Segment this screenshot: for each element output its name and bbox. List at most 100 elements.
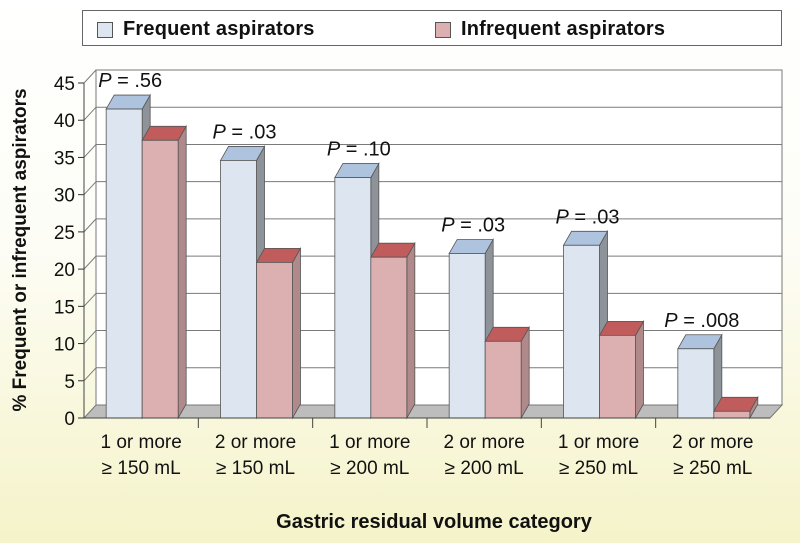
p-value-letter: P [556, 206, 570, 228]
bar-infrequent-5 [598, 319, 645, 420]
bar-front-frequent [677, 348, 715, 419]
bar-front-infrequent [370, 256, 408, 419]
p-value-number: = .03 [455, 214, 506, 236]
p-value-annotation: P = .03 [213, 121, 277, 143]
y-tick-label: 0 [64, 409, 75, 430]
bar-side-infrequent [292, 246, 301, 420]
legend-swatch-infrequent [435, 21, 451, 38]
bar-top-frequent [562, 230, 609, 246]
bar-front-frequent [563, 244, 600, 419]
gridline-depth [83, 330, 97, 344]
p-value-letter: P [98, 70, 112, 92]
gridline-depth [83, 181, 97, 196]
bar-infrequent-2 [255, 246, 302, 420]
bar-frequent-5 [562, 229, 609, 420]
legend: Frequent aspirators Infrequent aspirator… [82, 10, 782, 46]
y-tick-label: 15 [54, 297, 75, 318]
bar-top-infrequent [598, 320, 645, 336]
x-tick-label: 2 or more [672, 432, 753, 453]
plot-floor [82, 404, 784, 419]
legend-item-infrequent: Infrequent aspirators [435, 18, 665, 41]
bar-front-frequent [105, 108, 143, 419]
bar-top-frequent [219, 146, 266, 161]
y-tick-label: 30 [54, 186, 75, 207]
gridline-depth [83, 218, 97, 233]
bar-side-infrequent [635, 319, 644, 420]
p-value-annotation: P = .03 [556, 206, 620, 228]
y-tick-label: 25 [54, 223, 75, 244]
bar-top-infrequent [484, 326, 530, 342]
plot-back-wall [95, 69, 783, 406]
p-value-number: = .03 [569, 206, 620, 228]
legend-label-frequent: Frequent aspirators [123, 18, 315, 40]
x-tick-label: ≥ 250 mL [673, 458, 752, 479]
x-tick-label: 1 or more [558, 432, 639, 453]
grid-layer [82, 69, 784, 419]
x-axis-label: Gastric residual volume category [276, 511, 593, 533]
x-tick-label: 2 or more [215, 432, 296, 453]
bar-side-infrequent [520, 325, 530, 420]
bar-top-infrequent [713, 396, 759, 412]
x-tick-label: ≥ 150 mL [216, 458, 295, 479]
x-tick-label: ≥ 150 mL [102, 458, 181, 479]
bar-front-infrequent [256, 262, 293, 419]
p-value-number: = .10 [340, 139, 391, 161]
p-value-annotation: P = .03 [441, 214, 505, 236]
bar-front-frequent [334, 177, 372, 419]
p-value-letter: P [664, 310, 678, 332]
bar-top-infrequent [141, 125, 187, 141]
gridline-depth [83, 255, 97, 270]
p-value-letter: P [327, 139, 341, 161]
bar-top-infrequent [370, 242, 416, 258]
axis-layer: 0 5 10 15 20 25 30 35 40 45 1 or more ≥ 150 mL 2 or … [54, 74, 770, 479]
p-value-number: = .008 [678, 310, 740, 332]
p-value-number: = .56 [112, 70, 163, 92]
p-value-annotation: P = .10 [327, 139, 391, 161]
gridline-depth [83, 367, 97, 382]
bar-front-infrequent [599, 334, 636, 419]
bar-front-frequent [220, 160, 257, 419]
bar-frequent-6 [677, 333, 723, 420]
bar-front-infrequent [713, 410, 751, 419]
bar-infrequent-4 [484, 325, 530, 420]
bar-front-infrequent [484, 340, 522, 419]
y-tick-label: 10 [54, 335, 75, 356]
bar-top-frequent [105, 94, 151, 110]
x-tick-label: ≥ 200 mL [330, 458, 409, 479]
y-tick-label: 45 [54, 74, 75, 95]
bar-front-frequent [448, 253, 486, 419]
x-tick-label: ≥ 250 mL [559, 458, 638, 479]
y-tick-label: 40 [54, 111, 75, 132]
bar-infrequent-3 [370, 241, 416, 420]
legend-label-infrequent: Infrequent aspirators [461, 18, 666, 40]
bar-top-infrequent [255, 248, 302, 263]
gridline-depth [83, 106, 97, 121]
bar-front-infrequent [141, 139, 179, 419]
y-tick-label: 5 [64, 372, 75, 393]
bar-infrequent-6 [713, 395, 759, 420]
bar-top-frequent [677, 334, 723, 350]
x-tick-label: ≥ 200 mL [445, 458, 524, 479]
bar-infrequent-1 [141, 124, 187, 420]
bar-top-frequent [334, 163, 380, 178]
legend-item-frequent: Frequent aspirators [97, 18, 315, 41]
p-value-number: = .03 [226, 121, 277, 143]
y-tick-label: 20 [54, 260, 75, 281]
p-value-annotation: P = .008 [664, 310, 739, 332]
gridline-depth [83, 292, 97, 307]
gridline-depth [83, 69, 97, 84]
bar-side-infrequent [177, 124, 187, 420]
y-axis-label: % Frequent or infrequent aspirators [10, 88, 31, 411]
x-tick-label: 2 or more [444, 432, 525, 453]
x-tick-label: 1 or more [329, 432, 410, 453]
p-value-letter: P [213, 121, 227, 143]
legend-swatch-frequent [97, 21, 113, 38]
p-value-annotation: P = .56 [98, 70, 162, 92]
x-tick-label: 1 or more [101, 432, 182, 453]
y-tick-label: 35 [54, 148, 75, 169]
bar-side-infrequent [406, 241, 416, 420]
bar-top-frequent [448, 239, 494, 254]
gridline-depth [83, 144, 97, 158]
p-value-letter: P [441, 214, 455, 236]
